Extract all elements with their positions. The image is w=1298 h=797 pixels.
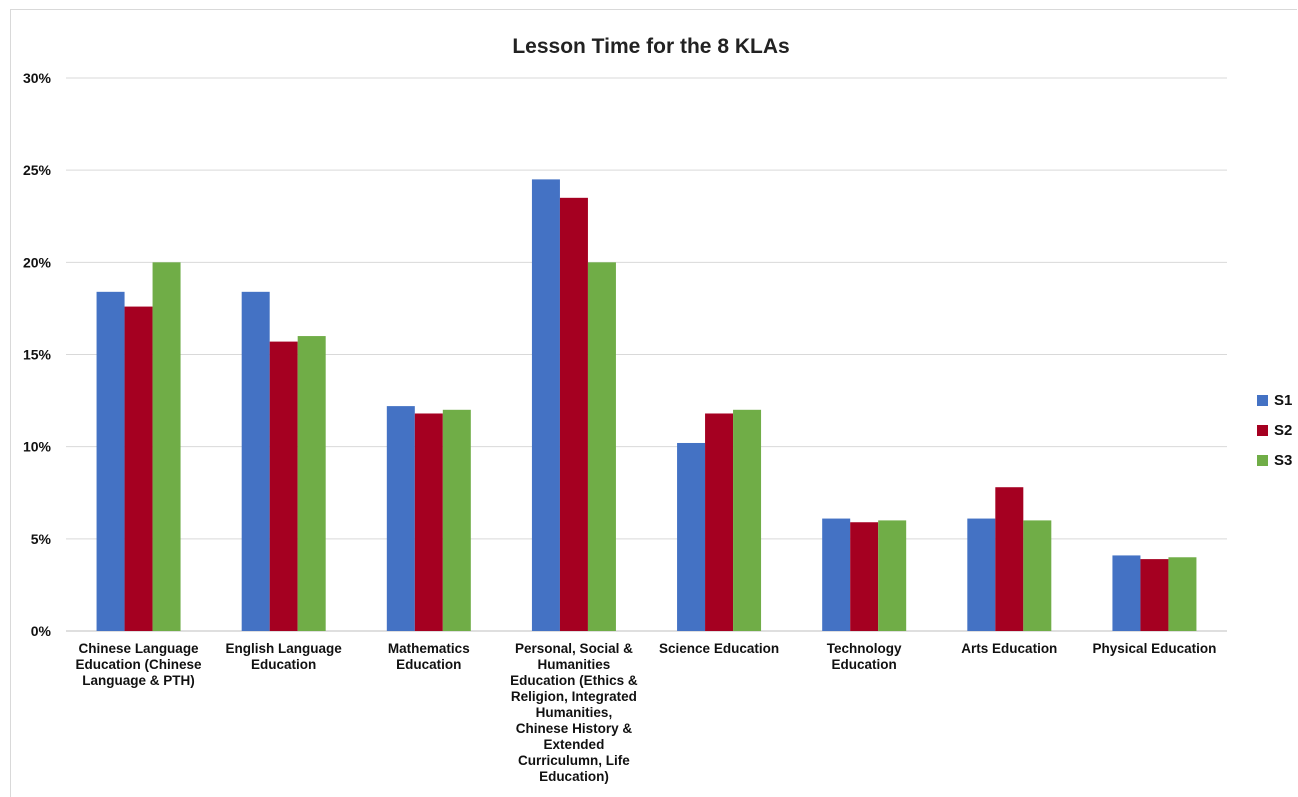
x-category-label: Physical Education — [1093, 641, 1217, 656]
chart-frame — [10, 9, 1297, 797]
bar-s2 — [559, 197, 588, 632]
legend-swatch — [1257, 395, 1268, 406]
bar-s3 — [587, 262, 616, 631]
bar-s1 — [677, 442, 706, 631]
bar-s3 — [297, 336, 326, 631]
legend-swatch — [1257, 455, 1268, 466]
bar-s2 — [269, 341, 298, 631]
bars — [96, 179, 1197, 632]
x-category-label: English Language Education — [226, 641, 343, 672]
bar-s2 — [850, 522, 879, 631]
legend: S1 S2 S3 — [1257, 392, 1292, 469]
x-category-label: Personal, Social & Humanities Education (E… — [510, 641, 638, 784]
y-tick-label: 10% — [23, 439, 52, 455]
legend-label: S3 — [1274, 452, 1292, 469]
bar-s2 — [1140, 559, 1169, 631]
y-axis: 0% 5% 10% 15% 20% 25% 30% — [23, 70, 52, 639]
bar-s3 — [152, 262, 181, 631]
legend-swatch — [1257, 425, 1268, 436]
bar-s3 — [1168, 557, 1197, 631]
x-category-label: Arts Education — [961, 641, 1057, 656]
x-category-label: Chinese Language Education (Chinese Langua… — [76, 641, 203, 688]
bar-s1 — [241, 291, 270, 631]
y-tick-label: 30% — [23, 70, 52, 86]
bar-s1 — [531, 179, 560, 631]
x-category-label: Technology Education — [827, 641, 902, 672]
bar-s3 — [733, 409, 762, 631]
y-tick-label: 0% — [31, 623, 52, 639]
bar-s1 — [386, 406, 415, 631]
legend-label: S1 — [1274, 392, 1292, 409]
chart-title: Lesson Time for the 8 KLAs — [512, 35, 789, 58]
bar-s2 — [414, 413, 443, 631]
bar-s3 — [442, 409, 471, 631]
bar-s1 — [1112, 555, 1141, 631]
bar-s2 — [995, 487, 1024, 631]
bar-s2 — [705, 413, 734, 631]
legend-label: S2 — [1274, 422, 1292, 439]
bar-s2 — [124, 306, 153, 631]
y-tick-label: 5% — [31, 531, 52, 547]
gridlines — [66, 77, 1227, 632]
bar-s1 — [967, 518, 996, 631]
x-category-label: Mathematics Education — [388, 641, 470, 672]
bar-s1 — [822, 518, 851, 631]
bar-s3 — [1023, 520, 1052, 631]
bar-s1 — [96, 291, 125, 631]
x-category-label: Science Education — [659, 641, 779, 656]
y-tick-label: 25% — [23, 162, 52, 178]
bar-s3 — [878, 520, 907, 631]
x-axis: Chinese Language Education (Chinese Langua… — [76, 641, 1217, 784]
y-tick-label: 15% — [23, 347, 52, 363]
y-tick-label: 20% — [23, 254, 52, 270]
